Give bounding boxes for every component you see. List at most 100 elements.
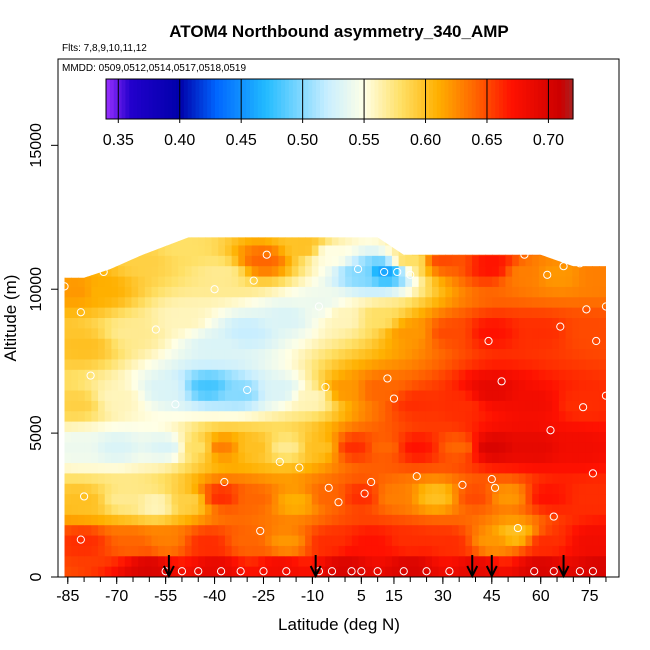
- heatmap-cell: [465, 237, 473, 247]
- heatmap-cell: [458, 535, 466, 547]
- heatmap-cell: [258, 380, 266, 392]
- colorbar-segment: [432, 79, 438, 119]
- heatmap-cell: [425, 514, 433, 526]
- heatmap-cell: [345, 245, 353, 257]
- heatmap-cell: [472, 494, 480, 506]
- heatmap-cell: [158, 400, 166, 412]
- heatmap-cell: [338, 276, 346, 288]
- heatmap-cell: [178, 525, 186, 537]
- heatmap-cell: [218, 535, 226, 547]
- heatmap-cell: [245, 535, 253, 547]
- heatmap-cell: [118, 514, 126, 526]
- heatmap-cell: [378, 286, 386, 298]
- heatmap-cell: [498, 463, 507, 474]
- heatmap-cell: [305, 566, 313, 577]
- heatmap-cell: [204, 255, 213, 267]
- heatmap-cell: [565, 297, 573, 309]
- heatmap-cell: [64, 483, 72, 495]
- heatmap-cell: [245, 380, 253, 392]
- heatmap-cell: [144, 483, 153, 495]
- heatmap-cell: [178, 463, 186, 474]
- heatmap-cell: [465, 483, 473, 495]
- heatmap-cell: [565, 442, 573, 454]
- heatmap-cell: [151, 307, 159, 319]
- heatmap-cell: [164, 442, 173, 454]
- heatmap-cell: [545, 307, 553, 319]
- heatmap-cell: [325, 307, 333, 319]
- heatmap-cell: [338, 452, 346, 464]
- heatmap-cell: [191, 255, 199, 267]
- heatmap-cell: [238, 473, 246, 485]
- heatmap-cell: [345, 545, 353, 557]
- heatmap-cell: [438, 328, 446, 340]
- heatmap-cell: [505, 276, 513, 288]
- heatmap-cell: [585, 307, 593, 319]
- heatmap-cell: [118, 390, 126, 402]
- heatmap-cell: [512, 380, 520, 392]
- heatmap-cell: [164, 463, 173, 474]
- heatmap-cell: [164, 535, 173, 547]
- heatmap-cell: [291, 380, 300, 392]
- heatmap-cell: [258, 297, 266, 309]
- heatmap-cell: [151, 442, 159, 454]
- heatmap-cell: [178, 380, 186, 392]
- heatmap-cell: [485, 431, 493, 443]
- heatmap-cell: [405, 411, 413, 423]
- heatmap-cell: [358, 359, 366, 371]
- heatmap-cell: [391, 400, 400, 412]
- heatmap-cell: [405, 359, 413, 371]
- heatmap-cell: [211, 359, 219, 371]
- heatmap-cell: [558, 328, 567, 340]
- heatmap-cell: [204, 286, 213, 298]
- heatmap-cell: [578, 237, 587, 247]
- heatmap-cell: [445, 514, 453, 526]
- heatmap-cell: [318, 286, 326, 298]
- heatmap-cell: [98, 349, 106, 361]
- heatmap-cell: [325, 421, 333, 433]
- heatmap-cell: [245, 494, 253, 506]
- heatmap-cell: [458, 473, 466, 485]
- heatmap-cell: [498, 328, 507, 340]
- heatmap-cell: [91, 286, 99, 298]
- heatmap-cell: [164, 494, 173, 506]
- heatmap-cell: [472, 452, 480, 464]
- heatmap-cell: [512, 359, 520, 371]
- heatmap-cell: [71, 369, 79, 381]
- heatmap-cell: [338, 400, 346, 412]
- heatmap-cell: [158, 431, 166, 443]
- heatmap-cell: [498, 286, 507, 298]
- heatmap-cell: [144, 535, 153, 547]
- heatmap-cell: [158, 525, 166, 537]
- heatmap-cell: [385, 452, 393, 464]
- colorbar-segment: [553, 79, 559, 119]
- heatmap-cell: [538, 318, 547, 329]
- heatmap-cell: [78, 286, 86, 298]
- colorbar-segment: [405, 79, 411, 119]
- heatmap-cell: [331, 390, 340, 402]
- heatmap-cell: [178, 255, 186, 267]
- heatmap-cell: [164, 400, 173, 412]
- heatmap-cell: [598, 400, 606, 412]
- heatmap-cell: [552, 421, 560, 433]
- colorbar-segment: [475, 79, 481, 119]
- heatmap-cell: [64, 318, 66, 329]
- sample-point: [579, 403, 588, 412]
- heatmap-cell: [278, 504, 286, 516]
- heatmap-cell: [291, 494, 300, 506]
- heatmap-cell: [178, 514, 186, 526]
- heatmap-cell: [204, 411, 213, 423]
- heatmap-cell: [351, 525, 360, 537]
- heatmap-cell: [78, 483, 86, 495]
- heatmap-cell: [311, 318, 320, 329]
- heatmap-cell: [158, 452, 166, 464]
- heatmap-cell: [592, 566, 600, 577]
- heatmap-cell: [131, 390, 139, 402]
- heatmap-cell: [178, 307, 186, 319]
- heatmap-cell: [171, 245, 179, 257]
- heatmap-cell: [425, 504, 433, 516]
- heatmap-cell: [458, 359, 466, 371]
- heatmap-cell: [565, 483, 573, 495]
- heatmap-cell: [405, 369, 413, 381]
- heatmap-cell: [465, 390, 473, 402]
- heatmap-cell: [545, 297, 553, 309]
